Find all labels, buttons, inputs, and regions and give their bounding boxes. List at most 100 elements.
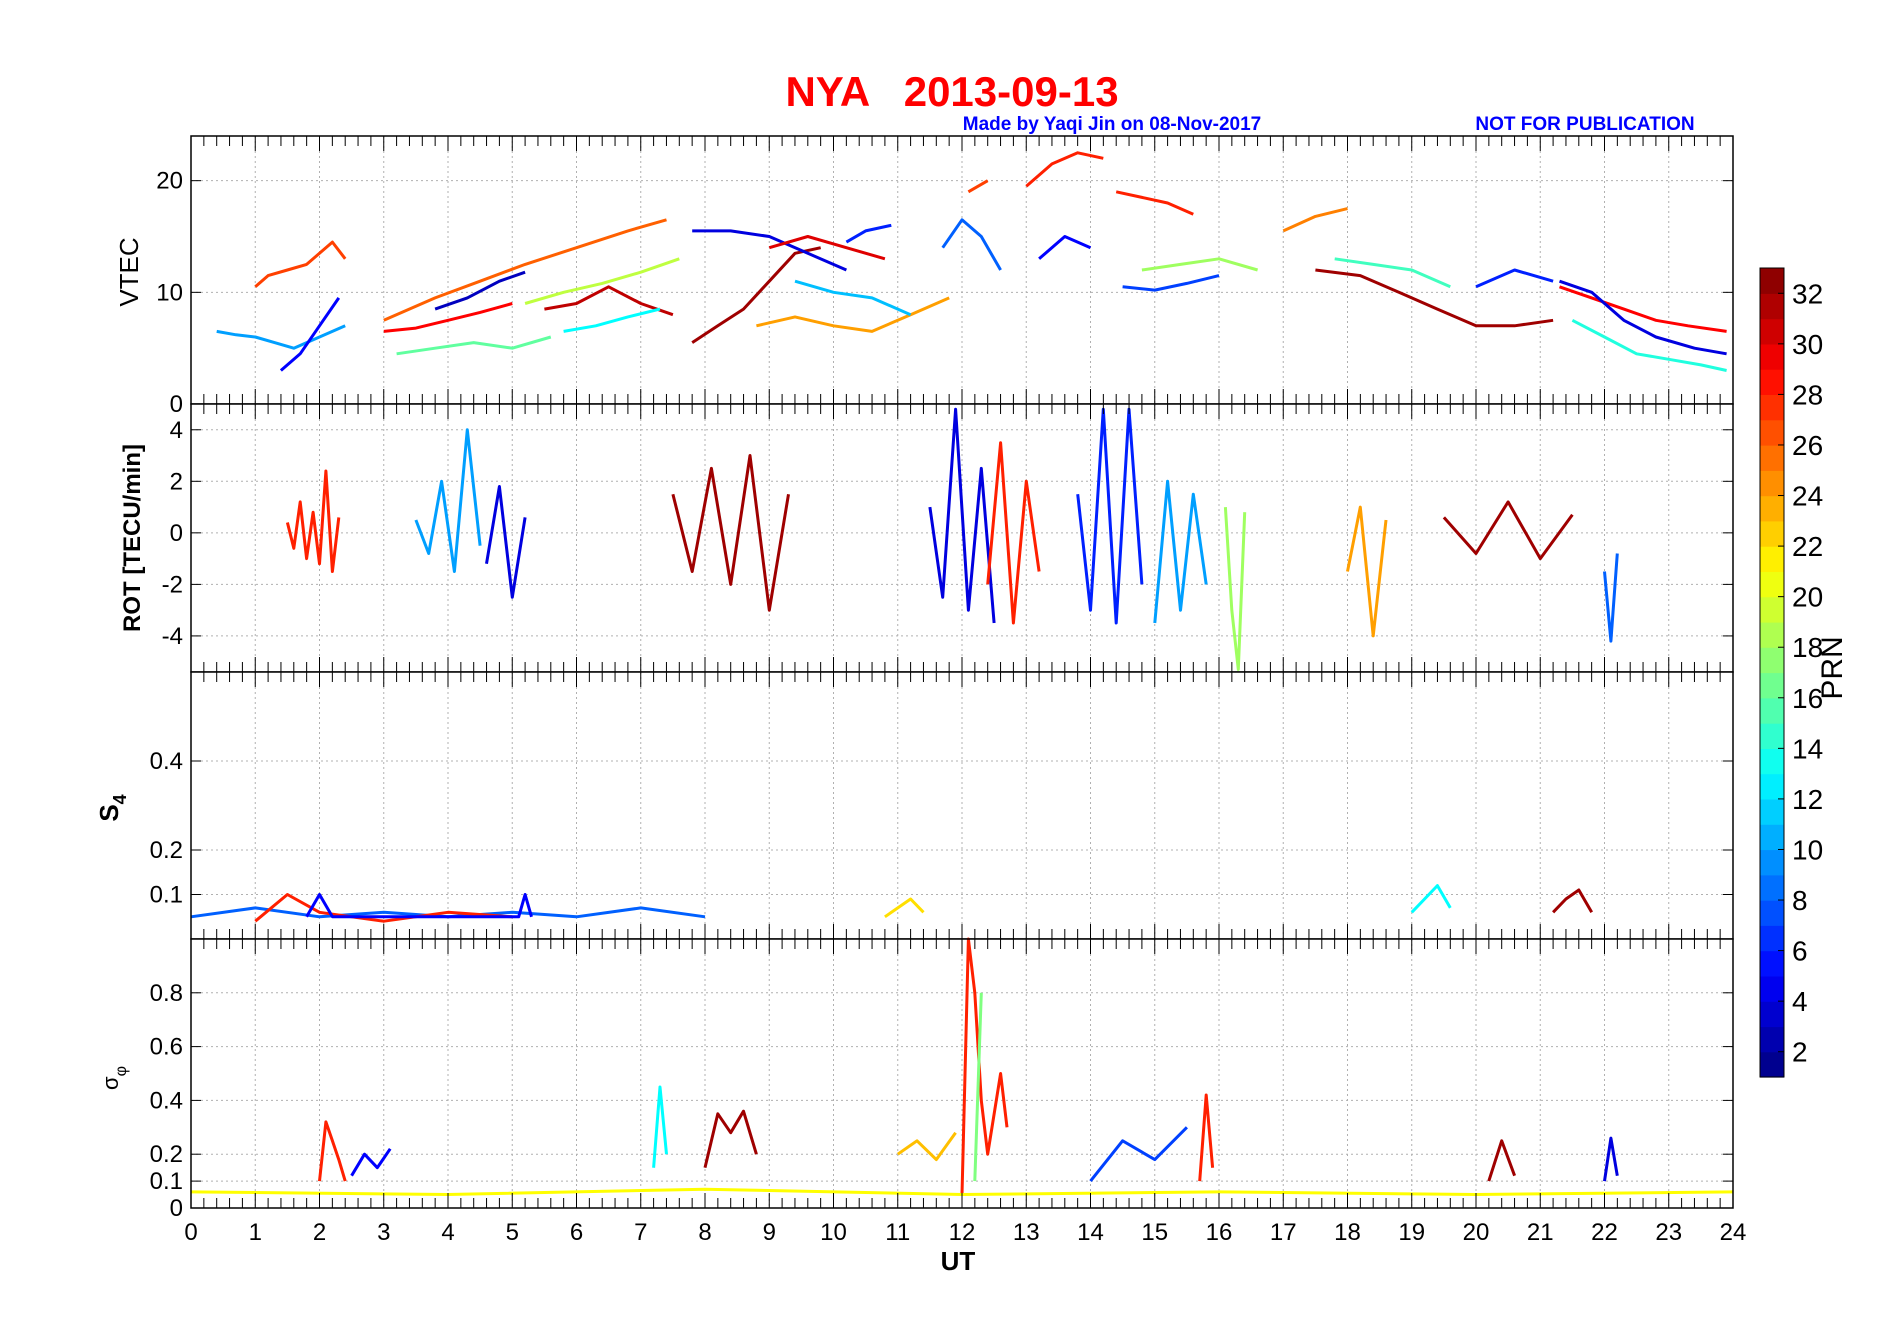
colorbar-tick-label: 28 xyxy=(1792,379,1823,410)
colorbar-segment xyxy=(1760,571,1784,598)
series-line-prn-23 xyxy=(896,1131,957,1162)
colorbar-tick-label: 4 xyxy=(1792,986,1808,1017)
colorbar-segment xyxy=(1760,950,1784,977)
colorbar-tick-label: 12 xyxy=(1792,784,1823,815)
y-tick-label: 0.6 xyxy=(150,1034,183,1061)
series-line-prn-25 xyxy=(1282,207,1348,233)
series-line-prn-16 xyxy=(396,335,552,356)
x-tick-label: 5 xyxy=(506,1219,519,1246)
y-tick-label: 0.8 xyxy=(150,980,183,1007)
series-line-prn-32 xyxy=(1487,1139,1517,1182)
x-tick-label: 3 xyxy=(377,1219,390,1246)
series-line-prn-5 xyxy=(279,297,341,372)
series-line-prn-28 xyxy=(986,441,1041,625)
colorbar-segment xyxy=(1760,470,1784,497)
colorbar-segment xyxy=(1760,975,1784,1002)
series-line-prn-24 xyxy=(1346,505,1388,638)
colorbar-tick-label: 32 xyxy=(1792,278,1823,309)
y-tick-label: 0 xyxy=(170,520,183,547)
series-line-prn-30 xyxy=(768,235,886,261)
x-tick-label: 8 xyxy=(698,1219,711,1246)
series-line-prn-28 xyxy=(1025,151,1104,188)
colorbar-segment xyxy=(1760,849,1784,876)
y-tick-label: 0.1 xyxy=(150,882,183,909)
series-line-prn-32 xyxy=(1552,888,1593,914)
colorbar-tick-label: 30 xyxy=(1792,329,1823,360)
colorbar-tick-label: 8 xyxy=(1792,885,1808,916)
y-tick-label: 0.4 xyxy=(150,1087,183,1114)
colorbar-segment xyxy=(1760,419,1784,446)
colorbar-tick-label: 16 xyxy=(1792,683,1823,714)
series-line-prn-28 xyxy=(318,1120,347,1182)
colorbar-segment xyxy=(1760,394,1784,421)
colorbar-segment xyxy=(1760,268,1784,294)
colorbar-tick-label: 26 xyxy=(1792,430,1823,461)
series-line-prn-18 xyxy=(1141,257,1259,272)
s4-ylabel: S4 xyxy=(94,794,130,821)
series-line-prn-5 xyxy=(350,1147,392,1177)
series-line-prn-14 xyxy=(1571,318,1727,372)
colorbar-segment xyxy=(1760,621,1784,648)
colorbar-frame xyxy=(1759,267,1785,1078)
series-line-prn-31 xyxy=(544,285,674,317)
x-tick-label: 4 xyxy=(441,1219,454,1246)
series-line-prn-22 xyxy=(884,897,925,919)
vtec-ylabel: VTEC xyxy=(114,237,144,306)
x-tick-label: 18 xyxy=(1334,1219,1361,1246)
x-tick-label: 11 xyxy=(885,1219,910,1246)
series-line-prn-10 xyxy=(216,324,346,350)
plot-area xyxy=(191,404,1733,672)
series-line-prn-8 xyxy=(1603,553,1619,643)
y-tick-label: 0.1 xyxy=(150,1168,183,1195)
x-tick-label: 22 xyxy=(1591,1219,1618,1246)
colorbar-segment xyxy=(1760,773,1784,800)
colorbar-segment xyxy=(1760,495,1784,522)
y-tick-label: 0 xyxy=(170,391,183,418)
series-line-prn-24 xyxy=(756,296,950,333)
colorbar-segment xyxy=(1760,1051,1784,1078)
y-tick-label: -2 xyxy=(162,571,183,598)
colorbar-tick-label: 10 xyxy=(1792,834,1823,865)
y-tick-label: 0.2 xyxy=(150,837,183,864)
rot-ylabel: ROT [TECU/min] xyxy=(119,444,146,632)
series-line-prn-29 xyxy=(383,302,513,333)
vtec-panel: 0 10 20 xyxy=(156,135,1734,418)
s4-panel: 0.1 0.2 0.4 xyxy=(150,671,1734,940)
colorbar-tick-label: 6 xyxy=(1792,936,1808,967)
y-tick-label: 10 xyxy=(156,279,183,306)
x-tick-label: 9 xyxy=(763,1219,776,1246)
series-line-prn-4 xyxy=(1603,1136,1619,1182)
colorbar-segment xyxy=(1760,343,1784,370)
x-tick-label: 14 xyxy=(1077,1219,1104,1246)
colorbar-segment xyxy=(1760,672,1784,699)
series-line-prn-4 xyxy=(692,229,847,272)
series-line-prn-10 xyxy=(414,428,482,573)
colorbar-segment xyxy=(1760,445,1784,471)
colorbar-segment xyxy=(1760,748,1784,775)
series-line-prn-5 xyxy=(305,893,533,919)
x-tick-label: 0 xyxy=(184,1219,197,1246)
series-line-prn-13 xyxy=(1410,884,1452,914)
colorbar-segment xyxy=(1760,925,1784,952)
colorbar-segment xyxy=(1760,369,1784,395)
series-line-prn-32 xyxy=(1442,500,1574,561)
series-line-prn-8 xyxy=(941,218,1002,271)
series-line-prn-19 xyxy=(524,257,680,305)
y-tick-label: 0.4 xyxy=(150,748,183,775)
colorbar-segment xyxy=(1760,697,1784,724)
series-line-prn-4 xyxy=(928,407,996,624)
series-line-prn-28 xyxy=(1115,190,1194,216)
y-tick-label: -4 xyxy=(162,623,183,650)
series-line-prn-32 xyxy=(671,454,790,612)
colorbar-segment xyxy=(1760,520,1784,547)
x-tick-label: 19 xyxy=(1398,1219,1425,1246)
series-line-prn-5 xyxy=(1038,235,1092,260)
colorbar-segment xyxy=(1760,647,1784,674)
series-line-prn-6 xyxy=(1475,268,1554,289)
series-line-prn-28 xyxy=(1198,1093,1215,1182)
series-line-prn-3 xyxy=(434,270,526,311)
colorbar-tick-label: 24 xyxy=(1792,481,1823,512)
x-tick-label: 17 xyxy=(1270,1219,1297,1246)
